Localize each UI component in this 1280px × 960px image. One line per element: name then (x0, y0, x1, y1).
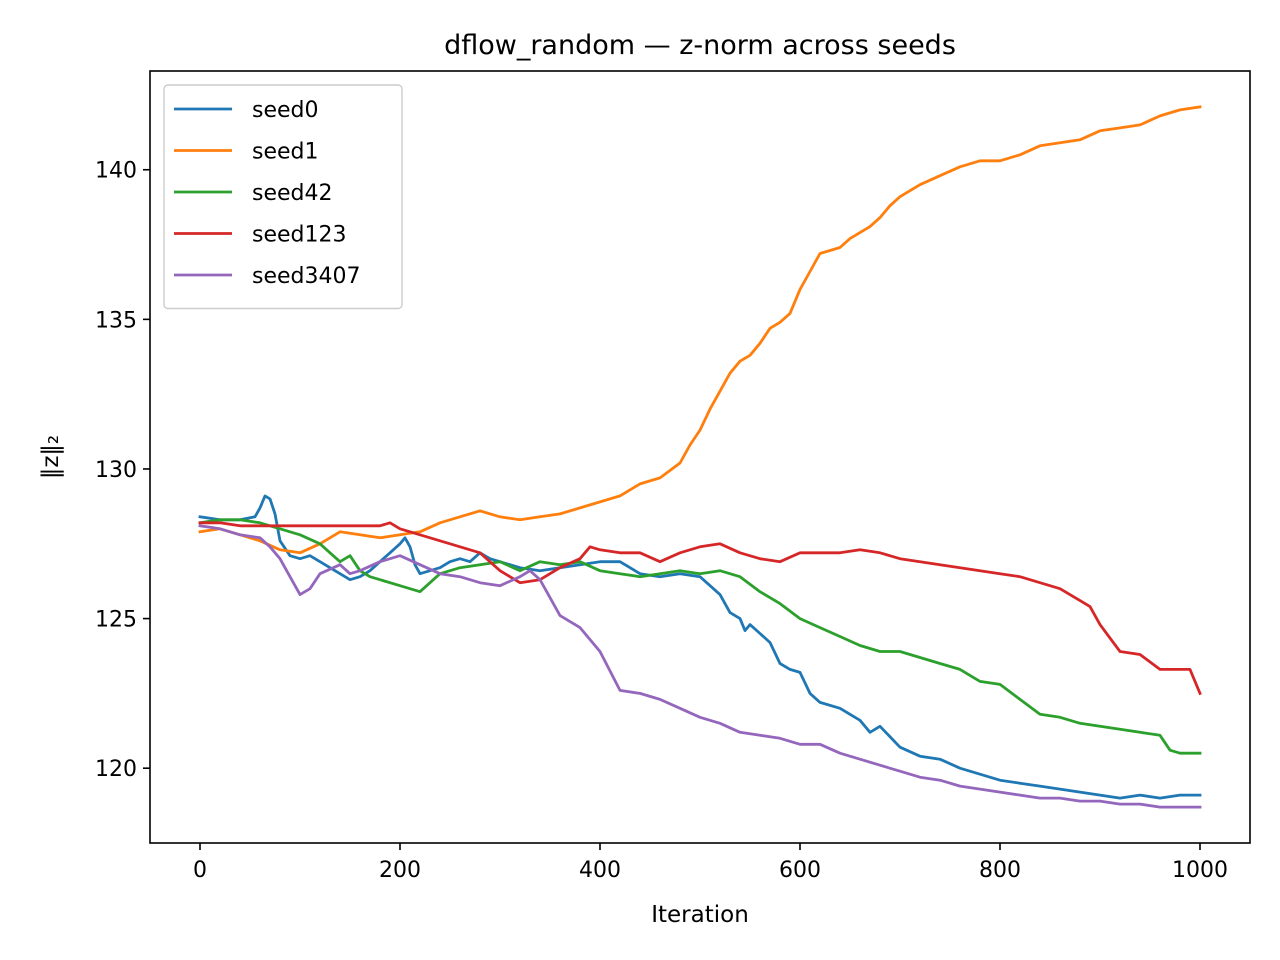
axes-frame (149, 70, 1251, 844)
x-axis-label: Iteration (651, 902, 749, 928)
x-tick-label: 1000 (1172, 858, 1228, 883)
y-tick-label: 120 (95, 757, 137, 782)
legend-label: seed123 (252, 223, 347, 248)
series-line-seed123 (198, 521, 1202, 696)
series-line-seed0 (198, 494, 1202, 800)
chart-title: dflow_random — z-norm across seeds (444, 30, 956, 61)
legend-label: seed1 (252, 140, 319, 165)
legend-box (163, 84, 403, 310)
y-tick-label: 140 (95, 159, 137, 184)
legend-label: seed42 (252, 181, 333, 206)
y-axis-label: ‖z‖₂ (38, 435, 64, 479)
y-tick-label: 130 (95, 458, 137, 483)
y-tick-label: 135 (95, 308, 137, 333)
plot-area: 0 200 400 600 800 1000 120 125 130 135 140 seed0 see… (95, 70, 1251, 883)
x-tick-label: 800 (979, 858, 1021, 883)
x-tick-label: 200 (379, 858, 421, 883)
series-line-seed1 (198, 105, 1202, 555)
legend-label: seed0 (252, 98, 319, 123)
x-tick-label: 0 (193, 858, 207, 883)
y-tick-label: 125 (95, 608, 137, 633)
series-line-seed3407 (198, 524, 1202, 809)
x-tick-label: 600 (779, 858, 821, 883)
series-line-seed42 (198, 518, 1202, 755)
legend-label: seed3407 (252, 264, 361, 289)
x-tick-label: 400 (579, 858, 621, 883)
